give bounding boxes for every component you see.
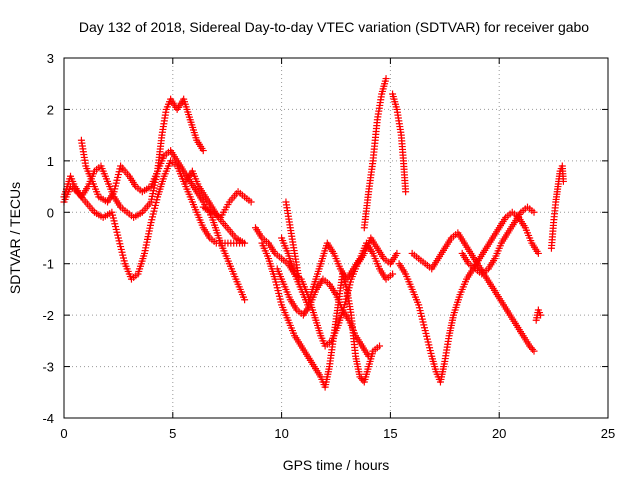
series-track-12 <box>389 90 410 196</box>
series-track-13 <box>395 208 542 386</box>
series-track-11 <box>360 75 390 232</box>
y-tick-label: -3 <box>42 360 54 375</box>
y-tick-label: -2 <box>42 308 54 323</box>
data-point <box>241 239 249 247</box>
data-point <box>529 345 537 353</box>
data-point <box>382 75 390 83</box>
data-point <box>199 147 207 155</box>
x-tick-label: 5 <box>169 426 176 441</box>
data-point <box>393 249 401 257</box>
data-point <box>530 208 538 216</box>
data-point <box>376 342 384 350</box>
series-track-7 <box>258 239 384 391</box>
data-point <box>530 347 538 355</box>
series-track-5 <box>199 188 255 221</box>
data-point <box>534 249 542 257</box>
x-tick-label: 10 <box>274 426 288 441</box>
series-track-16 <box>532 306 545 324</box>
data-point <box>295 275 303 283</box>
x-axis-label: GPS time / hours <box>283 457 390 473</box>
y-axis-label: SDTVAR / TECUs <box>7 182 23 294</box>
data-point <box>402 188 410 196</box>
y-tick-label: 0 <box>47 205 54 220</box>
x-tick-label: 15 <box>383 426 397 441</box>
data-point <box>559 177 567 185</box>
plot-area <box>60 75 567 391</box>
axis-ticks: 0 5 10 15 20 25 -4 -3 -2 -1 0 1 2 3 <box>42 51 615 441</box>
data-point <box>247 198 255 206</box>
y-tick-label: -4 <box>42 411 54 426</box>
series-track-2 <box>60 95 207 221</box>
x-tick-label: 20 <box>492 426 506 441</box>
series-track-17 <box>547 162 567 252</box>
data-point <box>537 311 545 319</box>
series-track-9 <box>278 234 397 309</box>
series-track-15 <box>458 203 538 278</box>
x-tick-label: 0 <box>60 426 67 441</box>
y-tick-label: -1 <box>42 257 54 272</box>
data-point <box>389 270 397 278</box>
series-track-14 <box>408 229 538 355</box>
y-tick-label: 3 <box>47 51 54 66</box>
x-tick-label: 25 <box>601 426 615 441</box>
data-point <box>241 296 249 304</box>
y-tick-label: 2 <box>47 102 54 117</box>
y-tick-label: 1 <box>47 154 54 169</box>
series-track-10 <box>282 198 303 283</box>
plot-frame <box>63 57 609 419</box>
series-track-3 <box>77 136 249 304</box>
chart-title: Day 132 of 2018, Sidereal Day-to-day VTE… <box>79 19 589 35</box>
data-point <box>365 352 373 360</box>
